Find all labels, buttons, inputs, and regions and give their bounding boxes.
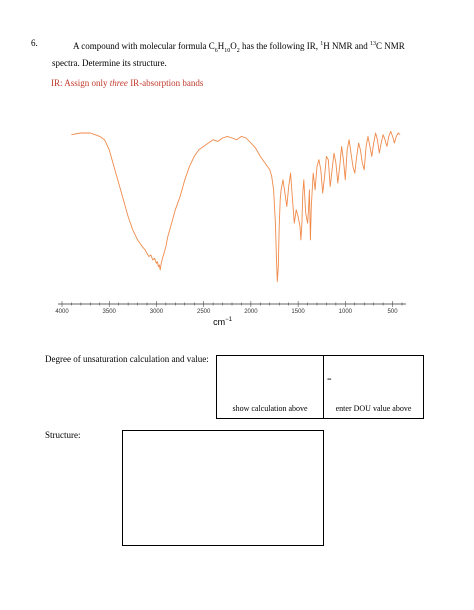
dou-value-box[interactable]: = enter DOU value above — [323, 355, 424, 419]
question-number: 6. — [31, 38, 38, 48]
x-tick-label: 1000 — [339, 309, 353, 315]
x-tick-label: 3500 — [103, 309, 117, 315]
spectrum-trace — [71, 130, 401, 283]
equals-sign: = — [327, 375, 332, 384]
x-axis-title: cm−1 — [213, 317, 233, 327]
ir-instruction: IR: Assign only three IR-absorption band… — [51, 78, 204, 88]
ir-spectrum-line — [71, 130, 401, 283]
x-axis — [58, 301, 406, 307]
dou-label: Degree of unsaturation calculation and v… — [45, 354, 209, 364]
structure-drawing-box[interactable] — [122, 430, 324, 546]
x-tick-label: 2500 — [197, 309, 211, 315]
x-axis-tick-labels: 4000 3500 3000 2500 2000 1500 1000 500 — [55, 309, 398, 315]
x-tick-label: 2000 — [244, 309, 258, 315]
question-text: A compound with molecular formula C6H10O… — [52, 41, 405, 68]
ir-spectrum-chart: 4000 3500 3000 2500 2000 1500 1000 500 cm−1 — [55, 130, 406, 327]
dou-calculation-caption: show calculation above — [232, 404, 308, 413]
ir-emphasis: three — [109, 78, 128, 88]
x-tick-label: 3000 — [150, 309, 164, 315]
structure-label: Structure: — [45, 430, 81, 440]
x-tick-label: 500 — [388, 309, 399, 315]
dou-value-caption: enter DOU value above — [335, 404, 412, 413]
dou-calculation-box[interactable]: show calculation above — [216, 355, 324, 419]
x-tick-label: 4000 — [55, 309, 69, 315]
x-tick-label: 1500 — [291, 309, 305, 315]
